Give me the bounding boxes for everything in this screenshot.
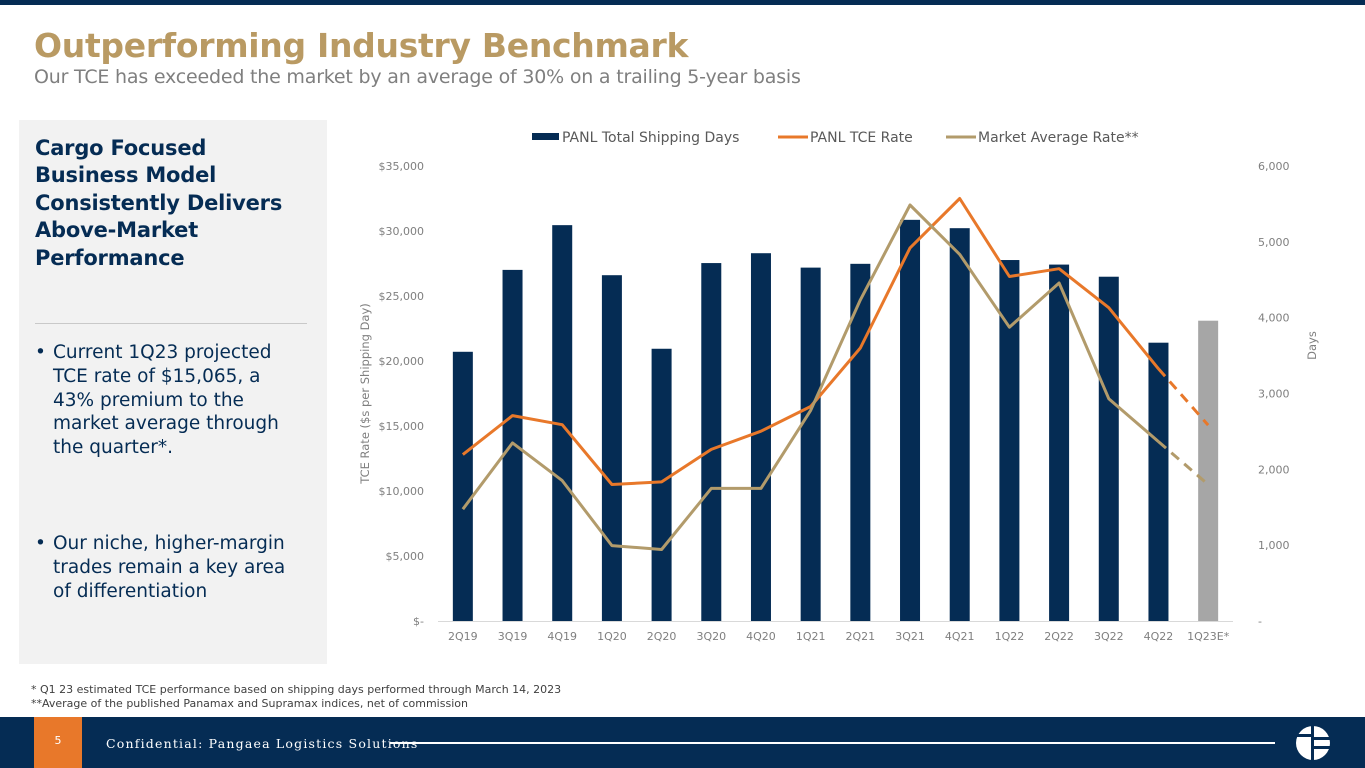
x-tick-label: 3Q20 xyxy=(696,630,726,643)
estimated-bar xyxy=(1198,320,1219,621)
y2-axis-title: Days xyxy=(1305,331,1319,360)
x-tick-label: 2Q21 xyxy=(846,630,876,643)
chart-legend: PANL Total Shipping Days PANL TCE Rate Mar… xyxy=(532,130,1139,146)
top-accent-bar xyxy=(0,0,1365,5)
side-panel: Cargo Focused Business Model Consistentl… xyxy=(19,120,327,664)
shipping-days-bar xyxy=(1148,342,1169,621)
shipping-days-bar xyxy=(651,348,672,621)
x-tick-label: 2Q22 xyxy=(1044,630,1074,643)
x-tick-label: 1Q22 xyxy=(995,630,1025,643)
y2-tick-label: - xyxy=(1258,615,1262,628)
legend-label: PANL TCE Rate xyxy=(810,130,913,146)
bullet-item: • Current 1Q23 projected TCE rate of $15… xyxy=(35,341,295,460)
shipping-days-bar xyxy=(452,351,473,621)
chart-canvas: PANL Total Shipping Days PANL TCE Rate Mar… xyxy=(358,130,1319,643)
y2-tick-label: 3,000 xyxy=(1258,388,1290,401)
shipping-days-bar xyxy=(900,219,921,621)
side-panel-divider xyxy=(35,323,307,324)
footer-divider xyxy=(390,742,1275,744)
bullet-text: Current 1Q23 projected TCE rate of $15,0… xyxy=(53,342,279,459)
shipping-days-bar xyxy=(1049,264,1070,621)
bullet-text: Our niche, higher-margin trades remain a… xyxy=(53,533,286,602)
legend-label: PANL Total Shipping Days xyxy=(562,130,739,146)
confidential-label: Confidential: Pangaea Logistics Solution… xyxy=(106,736,419,751)
y-tick-label: $30,000 xyxy=(379,225,425,238)
y2-tick-label: 2,000 xyxy=(1258,463,1290,476)
panl-tce-line-estimate xyxy=(1157,367,1210,427)
y-tick-label: $10,000 xyxy=(379,485,425,498)
tce-chart: PANL Total Shipping Days PANL TCE Rate Mar… xyxy=(340,118,1360,658)
y-tick-label: $- xyxy=(413,615,424,628)
y-tick-label: $35,000 xyxy=(379,160,425,173)
x-tick-label: 3Q19 xyxy=(498,630,528,643)
page-title: Outperforming Industry Benchmark xyxy=(34,26,689,65)
x-axis: 2Q19 3Q19 4Q19 1Q20 2Q20 3Q20 4Q20 1Q21 2Q21 3Q21… xyxy=(448,630,1230,643)
page-number-box: 5 xyxy=(34,717,82,768)
x-tick-label: 4Q19 xyxy=(547,630,577,643)
x-tick-label: 2Q20 xyxy=(647,630,677,643)
legend-label: Market Average Rate** xyxy=(978,130,1139,146)
shipping-days-bar xyxy=(502,269,523,621)
page-number: 5 xyxy=(54,734,62,747)
x-tick-label: 3Q21 xyxy=(895,630,925,643)
line-series xyxy=(461,197,1210,551)
x-tick-label: 4Q22 xyxy=(1144,630,1174,643)
shipping-days-bar xyxy=(552,225,573,621)
y-axis-left: $- $5,000 $10,000 $15,000 $20,000 $25,000 $30,… xyxy=(379,160,425,628)
legend-bar-swatch xyxy=(532,133,559,140)
x-tick-label: 1Q21 xyxy=(796,630,826,643)
x-tick-label: 3Q22 xyxy=(1094,630,1124,643)
page-subtitle: Our TCE has exceeded the market by an av… xyxy=(34,66,801,88)
x-tick-label: 2Q19 xyxy=(448,630,478,643)
y-tick-label: $20,000 xyxy=(379,355,425,368)
shipping-days-bar xyxy=(949,228,970,621)
footnote: * Q1 23 estimated TCE performance based … xyxy=(31,683,562,696)
y-tick-label: $25,000 xyxy=(379,290,425,303)
footnotes: * Q1 23 estimated TCE performance based … xyxy=(31,683,561,711)
y2-tick-label: 1,000 xyxy=(1258,539,1290,552)
y2-tick-label: 6,000 xyxy=(1258,160,1290,173)
y-axis-title: TCE Rate ($s per Shipping Day) xyxy=(358,303,372,485)
y2-tick-label: 4,000 xyxy=(1258,312,1290,325)
bar-series xyxy=(452,219,1219,622)
x-tick-label: 4Q20 xyxy=(746,630,776,643)
x-tick-label: 4Q21 xyxy=(945,630,975,643)
market-average-line-estimate xyxy=(1157,440,1210,486)
bullet-icon: • xyxy=(35,533,46,554)
bullet-icon: • xyxy=(35,342,46,363)
market-average-line xyxy=(461,203,1160,551)
y-tick-label: $15,000 xyxy=(379,420,425,433)
footnote: **Average of the published Panamax and S… xyxy=(31,697,468,710)
bullet-item: • Our niche, higher-margin trades remain… xyxy=(35,532,295,603)
shipping-days-bar xyxy=(999,260,1020,621)
shipping-days-bar xyxy=(1098,276,1119,621)
x-tick-label: 1Q20 xyxy=(597,630,627,643)
side-panel-heading: Cargo Focused Business Model Consistentl… xyxy=(35,136,283,270)
x-tick-label: 1Q23E* xyxy=(1187,630,1230,643)
y-tick-label: $5,000 xyxy=(386,550,425,563)
shipping-days-bar xyxy=(800,267,821,621)
y2-tick-label: 5,000 xyxy=(1258,236,1290,249)
shipping-days-bar xyxy=(601,275,622,621)
shipping-days-bar xyxy=(750,253,771,622)
panl-tce-line xyxy=(461,197,1160,486)
company-logo-icon xyxy=(1295,725,1331,761)
shipping-days-bar xyxy=(701,263,722,621)
y-axis-right: - 1,000 2,000 3,000 4,000 5,000 6,000 xyxy=(1258,160,1290,628)
